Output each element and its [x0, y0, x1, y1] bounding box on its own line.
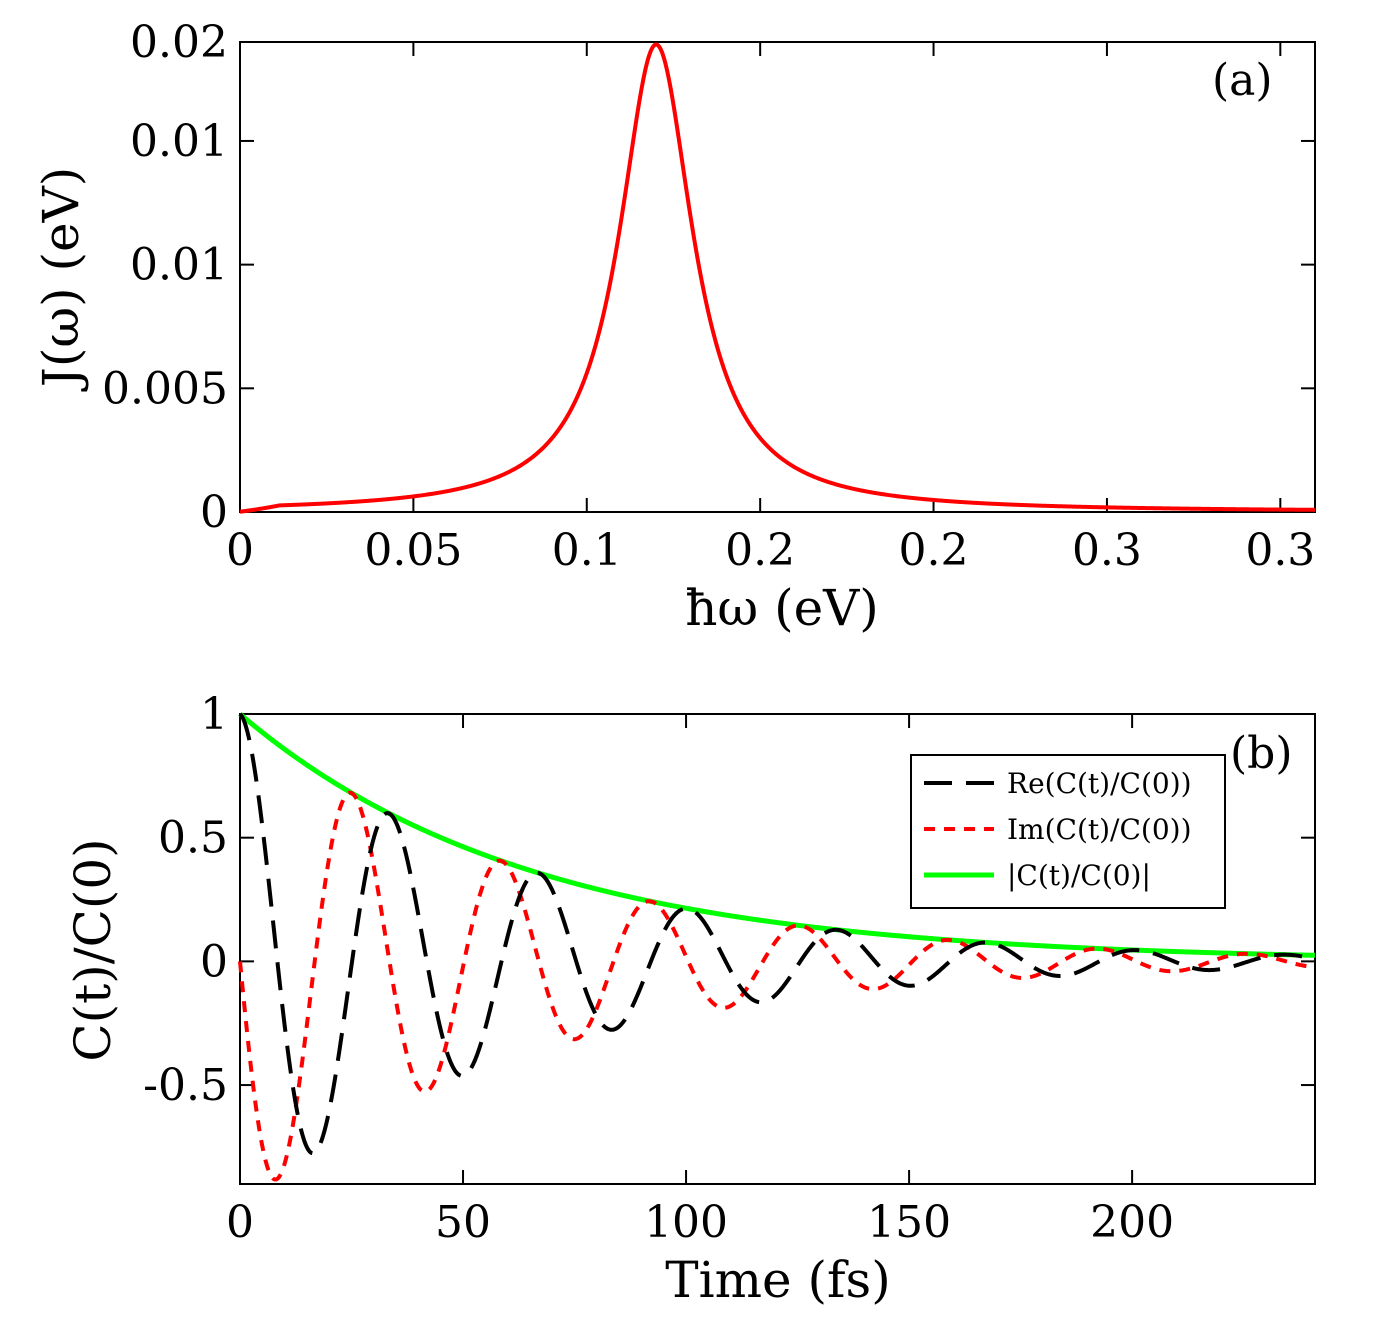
- legend-label-im: Im(C(t)/C(0)): [1007, 813, 1192, 846]
- panel-a-x-ticks: 0 0.05 0.1 0.2 0.2 0.3 0.3: [226, 42, 1315, 576]
- panel-b-frame: [239, 713, 1316, 1185]
- y-tick-label: -0.5: [143, 1060, 228, 1111]
- series-line-imag: [238, 790, 1316, 1182]
- panel-b-y-axis-title: C(t)/C(0): [64, 838, 122, 1061]
- x-tick-label: 150: [867, 1197, 951, 1248]
- legend-box: [910, 754, 1226, 909]
- legend-label-abs: |C(t)/C(0)|: [1007, 859, 1151, 892]
- panel-b-y-ticks: -0.5 0 0.5 1: [143, 689, 1315, 1111]
- x-tick-label: 0.3: [1245, 525, 1315, 576]
- x-tick-label: 0.2: [725, 525, 795, 576]
- x-tick-label: 0.1: [552, 525, 622, 576]
- y-tick-label: 1: [200, 689, 228, 740]
- panel-a-spectral-density: 0 0.05 0.1 0.2 0.2 0.3 0.3 00.0050.010.010.02 …: [32, 17, 1317, 637]
- x-tick-label: 0.05: [364, 525, 462, 576]
- panel-a-y-ticks: 0 0.005 0.01 0.01 0.02: [102, 17, 1315, 538]
- x-tick-label: 100: [644, 1197, 728, 1248]
- x-tick-label: 0: [226, 1197, 254, 1248]
- x-tick-label: 50: [435, 1197, 491, 1248]
- x-tick-label: 0: [226, 525, 254, 576]
- panel-a-y-axis-title: J(ω) (eV): [32, 167, 90, 392]
- x-tick-label: 200: [1090, 1197, 1174, 1248]
- panel-b-x-axis-title: Time (fs): [665, 1251, 890, 1309]
- panel-a-label: (a): [1212, 55, 1273, 106]
- panel-b-x-ticks: 0 50 100 150 200: [226, 714, 1174, 1248]
- y-tick-label: 0.01: [130, 240, 228, 291]
- y-tick-label: 0.5: [158, 813, 228, 864]
- x-tick-label: 0.3: [1072, 525, 1142, 576]
- panel-b-correlation-function: 0 50 100 150 200 -0.5 0 0.5 1 Re(C(t)/C(0)) Im(…: [64, 689, 1316, 1309]
- legend-label-re: Re(C(t)/C(0)): [1007, 767, 1192, 800]
- y-tick-label: 0.005: [102, 363, 228, 414]
- panel-a-x-axis-title: ħω (eV): [685, 579, 879, 637]
- series-line-real: [238, 712, 1316, 1156]
- y-tick-label: 0: [200, 936, 228, 987]
- y-tick-label: 0: [200, 487, 228, 538]
- panel-b-label: (b): [1230, 728, 1293, 779]
- panel-b-curves: [238, 712, 1316, 1182]
- x-tick-label: 0.2: [899, 525, 969, 576]
- panel-a-curves: [238, 42, 1317, 514]
- panel-a-frame: [239, 41, 1316, 513]
- panel-b-legend: Re(C(t)/C(0)) Im(C(t)/C(0)) |C(t)/C(0)|: [910, 754, 1226, 909]
- y-tick-label: 0.01: [130, 116, 228, 167]
- y-tick-label: 0.02: [130, 17, 228, 68]
- series-line-j-omega: [238, 42, 1317, 514]
